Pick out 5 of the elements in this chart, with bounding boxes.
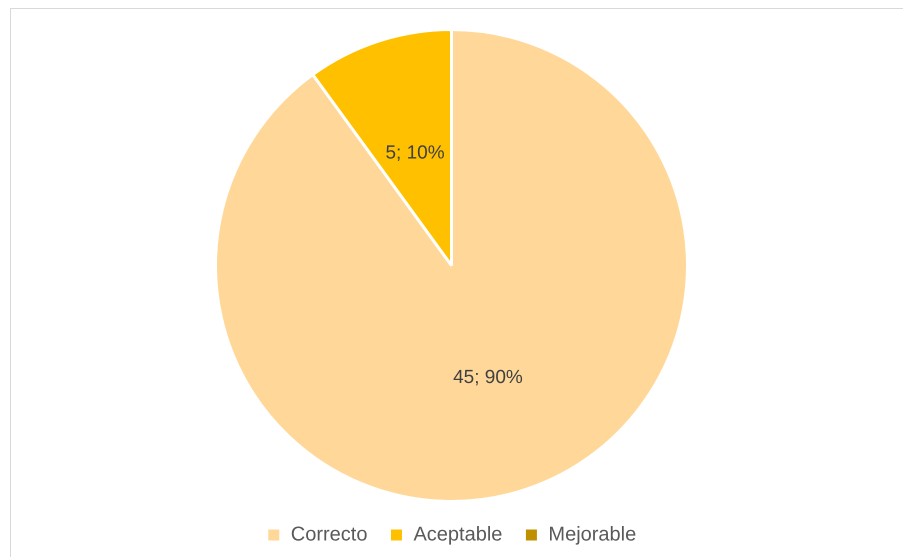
legend-label: Aceptable [413, 524, 502, 546]
data-label: 5; 10% [385, 142, 445, 164]
legend-label: Correcto [290, 524, 368, 546]
legend-label: Mejorable [548, 524, 636, 546]
data-label: 45; 90% [453, 366, 523, 388]
